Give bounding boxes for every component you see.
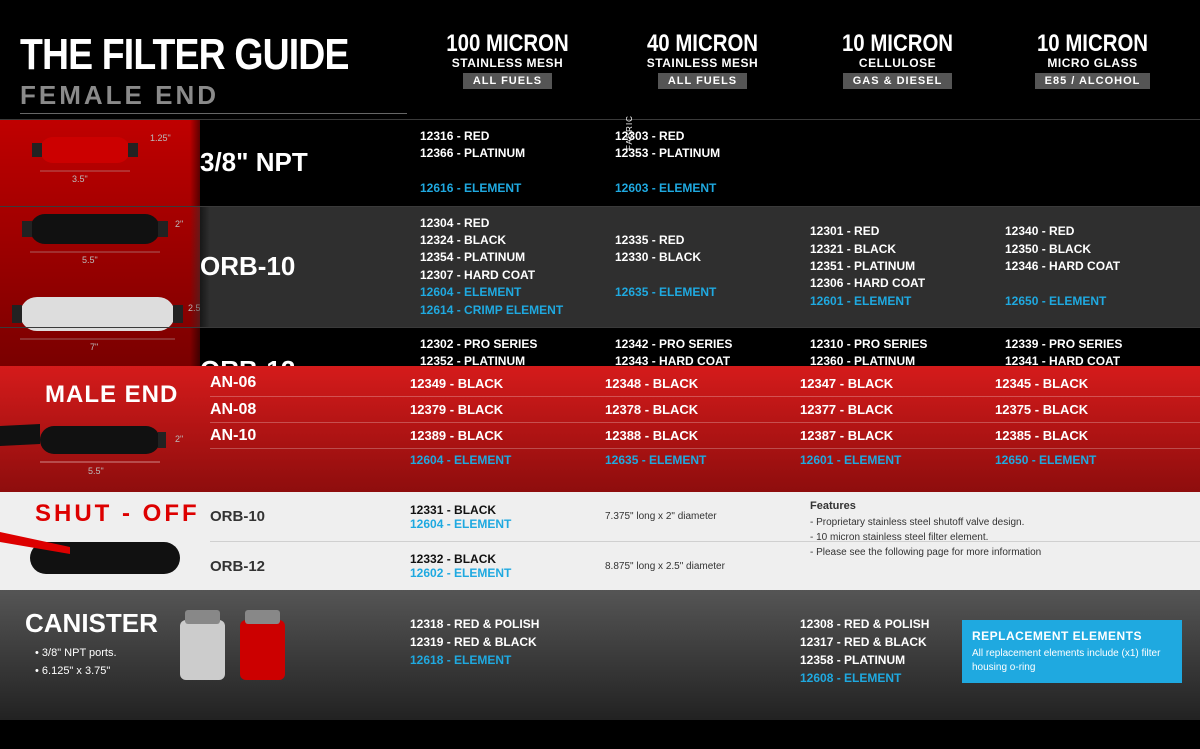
- part-number: 12604 - ELEMENT: [420, 284, 591, 301]
- part-number: 12339 - PRO SERIES: [1005, 336, 1176, 353]
- part-number: 12603 - ELEMENT: [615, 180, 786, 197]
- shutoff-row: ORB-1012331 - BLACK12604 - ELEMENT7.375"…: [210, 492, 1200, 541]
- female-row: 3/8" NPT 12316 - RED12366 - PLATINUM 12616…: [0, 119, 1200, 206]
- part-number: 12321 - BLACK: [810, 241, 981, 258]
- svg-text:5.5": 5.5": [88, 466, 104, 476]
- part-cell: 12301 - RED12321 - BLACK12351 - PLATINUM…: [798, 207, 993, 327]
- part-number: 12303 - RED: [615, 128, 786, 145]
- part-cell: [993, 120, 1188, 206]
- part-number: 12340 - RED: [1005, 223, 1176, 240]
- part-number: 12324 - BLACK: [420, 232, 591, 249]
- male-end-section: MALE END 2" 5.5" AN-0612349 - BLACK12348…: [0, 366, 1200, 492]
- female-row: ORB-1012304 - RED12324 - BLACK12354 - PL…: [0, 206, 1200, 327]
- shutoff-row: ORB-1212332 - BLACK12602 - ELEMENT8.875"…: [210, 541, 1200, 590]
- part-number: 12301 - RED: [810, 223, 981, 240]
- row-label: ORB-10: [0, 207, 408, 327]
- part-cell: 12335 - RED12330 - BLACK 12635 - ELEMENT: [603, 207, 798, 327]
- column-header: 10 MICRONMICRO GLASSE85 / ALCOHOL: [995, 30, 1190, 89]
- part-number: 12335 - RED: [615, 232, 786, 249]
- male-elements-row: 12604 - ELEMENT12635 - ELEMENT12601 - EL…: [210, 448, 1200, 470]
- part-number: 12342 - PRO SERIES: [615, 336, 786, 353]
- part-number: 12304 - RED: [420, 215, 591, 232]
- part-number: 12307 - HARD COAT: [420, 267, 591, 284]
- canister-cell: 12318 - RED & POLISH12319 - RED & BLACK1…: [410, 615, 605, 687]
- part-number: 12346 - HARD COAT: [1005, 258, 1176, 275]
- part-cell: 12316 - RED12366 - PLATINUM 12616 - ELEME…: [408, 120, 603, 206]
- part-number: 12601 - ELEMENT: [810, 293, 981, 310]
- part-number: 12351 - PLATINUM: [810, 258, 981, 275]
- part-number: 12650 - ELEMENT: [1005, 293, 1176, 310]
- canister-section: CANISTER • 3/8" NPT ports.• 6.125" x 3.7…: [0, 590, 1200, 720]
- canister-specs: • 3/8" NPT ports.• 6.125" x 3.75": [35, 645, 117, 680]
- svg-text:2": 2": [175, 434, 183, 444]
- part-cell: [798, 120, 993, 206]
- shutoff-section: SHUT - OFF ORB-1012331 - BLACK12604 - EL…: [0, 492, 1200, 590]
- part-number: 12635 - ELEMENT: [615, 284, 786, 301]
- page-subtitle: FEMALE END: [20, 80, 407, 114]
- part-number: 12302 - PRO SERIES: [420, 336, 591, 353]
- male-row: AN-1012389 - BLACK12388 - BLACK12387 - B…: [210, 422, 1200, 448]
- column-header: 10 MICRONCELLULOSEGAS & DIESEL: [800, 30, 995, 89]
- part-cell: 12340 - RED12350 - BLACK12346 - HARD COA…: [993, 207, 1188, 327]
- male-row: AN-0612349 - BLACK12348 - BLACK12347 - B…: [210, 370, 1200, 396]
- part-number: 12330 - BLACK: [615, 249, 786, 266]
- part-cell: 12304 - RED12324 - BLACK12354 - PLATINUM…: [408, 207, 603, 327]
- part-number: 12616 - ELEMENT: [420, 180, 591, 197]
- part-number: 12350 - BLACK: [1005, 241, 1176, 258]
- canister-cell: [605, 615, 800, 687]
- replacement-elements-box: REPLACEMENT ELEMENTS All replacement ele…: [962, 620, 1182, 683]
- row-label: 3/8" NPT: [0, 120, 408, 206]
- part-number: 12310 - PRO SERIES: [810, 336, 981, 353]
- part-number: 12353 - PLATINUM: [615, 145, 786, 162]
- part-number: 12614 - CRIMP ELEMENT: [420, 302, 591, 319]
- shutoff-features: Features - Proprietary stainless steel s…: [810, 498, 1041, 560]
- column-header: 100 MICRONSTAINLESS MESHALL FUELS: [410, 30, 605, 89]
- column-header: 40 MICRONSTAINLESS MESHALL FUELS: [605, 30, 800, 89]
- part-number: 12354 - PLATINUM: [420, 249, 591, 266]
- page-title: THE FILTER GUIDE: [20, 30, 349, 80]
- part-number: 12316 - RED: [420, 128, 591, 145]
- canister-title: CANISTER: [25, 608, 158, 639]
- part-number: 12306 - HARD COAT: [810, 275, 981, 292]
- part-number: 12366 - PLATINUM: [420, 145, 591, 162]
- male-row: AN-0812379 - BLACK12378 - BLACK12377 - B…: [210, 396, 1200, 422]
- column-headers: 100 MICRONSTAINLESS MESHALL FUELS40 MICR…: [410, 30, 1190, 89]
